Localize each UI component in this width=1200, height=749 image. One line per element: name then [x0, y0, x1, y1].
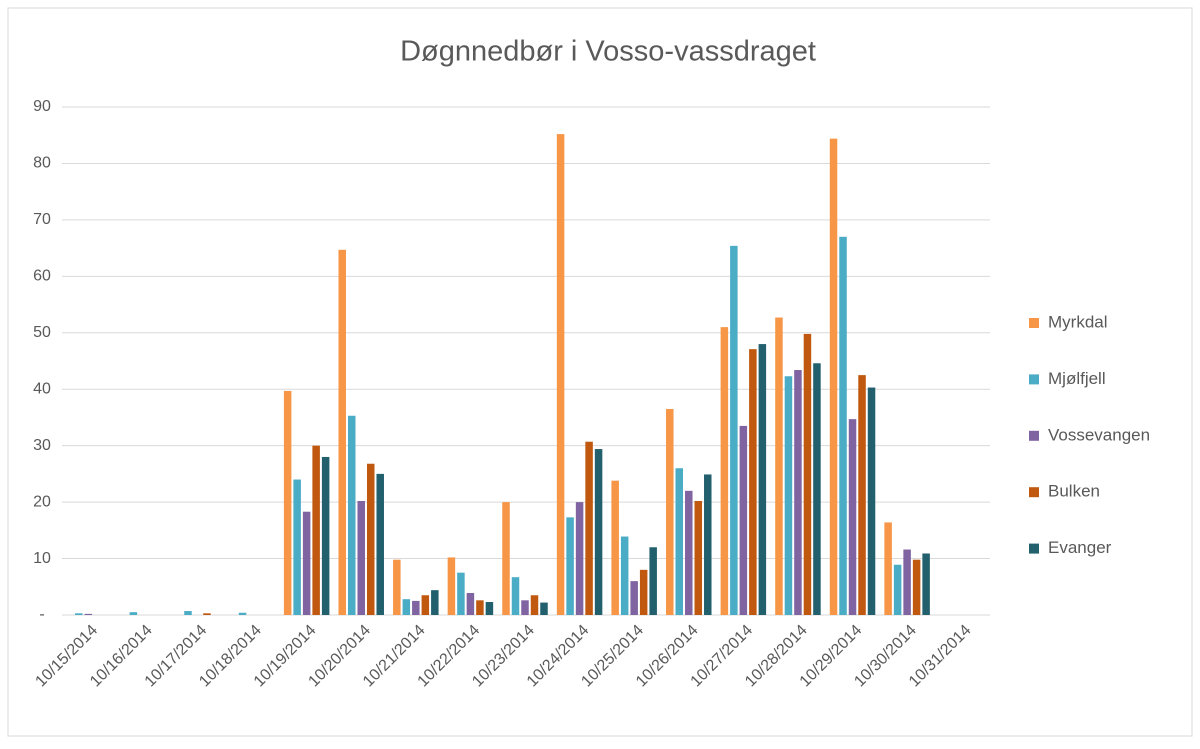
bar: [775, 317, 783, 615]
y-tick-label: 70: [33, 211, 51, 228]
bar: [848, 419, 857, 615]
bar: [502, 502, 510, 615]
bar: [858, 375, 866, 615]
bar: [685, 490, 693, 615]
bar: [594, 449, 603, 615]
bar: [431, 590, 439, 615]
bar: [575, 502, 584, 615]
y-tick-label: 50: [33, 324, 51, 341]
bar: [611, 480, 619, 615]
bar: [675, 468, 684, 615]
bar: [540, 602, 548, 615]
bar: [466, 592, 475, 615]
y-tick-label: 80: [33, 155, 51, 172]
bar: [912, 559, 921, 615]
bar: [203, 613, 211, 615]
bar: [530, 595, 539, 615]
y-tick-label: 20: [33, 493, 51, 510]
y-tick-label: 90: [33, 98, 51, 115]
bar: [893, 564, 902, 615]
legend-swatch: [1029, 487, 1039, 498]
bar: [521, 600, 529, 615]
legend-label: Vossevangen: [1048, 425, 1150, 444]
bar: [129, 612, 138, 615]
bar: [704, 474, 712, 615]
bar: [630, 581, 638, 615]
bar: [283, 390, 292, 615]
bar: [922, 553, 930, 615]
bar: [867, 387, 876, 615]
legend-swatch: [1029, 543, 1039, 554]
bar: [312, 445, 320, 615]
bar: [366, 463, 375, 615]
y-tick-label: 30: [33, 437, 51, 454]
bar: [794, 370, 802, 615]
bar: [412, 600, 420, 615]
bar: [75, 613, 83, 615]
bar: [903, 549, 911, 615]
bar: [347, 415, 356, 615]
bar: [447, 557, 456, 615]
bar: [566, 517, 574, 615]
bar: [720, 327, 729, 615]
y-tick-label: -: [39, 606, 44, 623]
y-tick-label: 10: [33, 550, 51, 567]
bar: [585, 441, 593, 615]
bar: [803, 333, 812, 615]
bar: [338, 249, 346, 615]
y-tick-label: 40: [33, 380, 51, 397]
bar: [666, 408, 674, 615]
bar: [321, 456, 330, 615]
legend-label: Bulken: [1048, 482, 1100, 501]
bar: [620, 536, 629, 615]
legend-label: Evanger: [1048, 538, 1112, 557]
legend-label: Mjølfjell: [1048, 369, 1106, 388]
legend-swatch: [1029, 318, 1039, 328]
bar: [357, 500, 365, 615]
y-tick-label: 60: [33, 268, 51, 285]
legend-label: Myrkdal: [1048, 312, 1108, 331]
bar: [784, 376, 793, 615]
bar: [238, 612, 247, 615]
bar: [511, 577, 520, 615]
bar: [884, 522, 892, 615]
bar: [639, 569, 648, 615]
bar: [393, 559, 401, 615]
bar: [813, 363, 821, 615]
bar: [184, 611, 192, 615]
bar: [758, 344, 767, 615]
bar: [829, 138, 838, 615]
bar: [376, 473, 384, 615]
bar: [476, 600, 484, 615]
bar: [302, 511, 311, 615]
bar: [839, 236, 847, 616]
bar: [730, 245, 738, 615]
chart-title: Døgnnedbør i Vosso-vassdraget: [400, 36, 816, 68]
bar: [421, 595, 430, 615]
bar: [457, 572, 465, 615]
chart-border: [7, 7, 1193, 737]
bar: [739, 425, 748, 615]
bar: [649, 547, 657, 615]
bar: [556, 134, 565, 616]
bar: [84, 613, 93, 615]
bar: [485, 602, 494, 615]
bar: [293, 479, 301, 615]
legend-swatch: [1029, 430, 1039, 441]
bar: [694, 500, 703, 615]
bar: [402, 599, 411, 615]
legend-swatch: [1029, 374, 1039, 385]
bar: [749, 349, 757, 615]
